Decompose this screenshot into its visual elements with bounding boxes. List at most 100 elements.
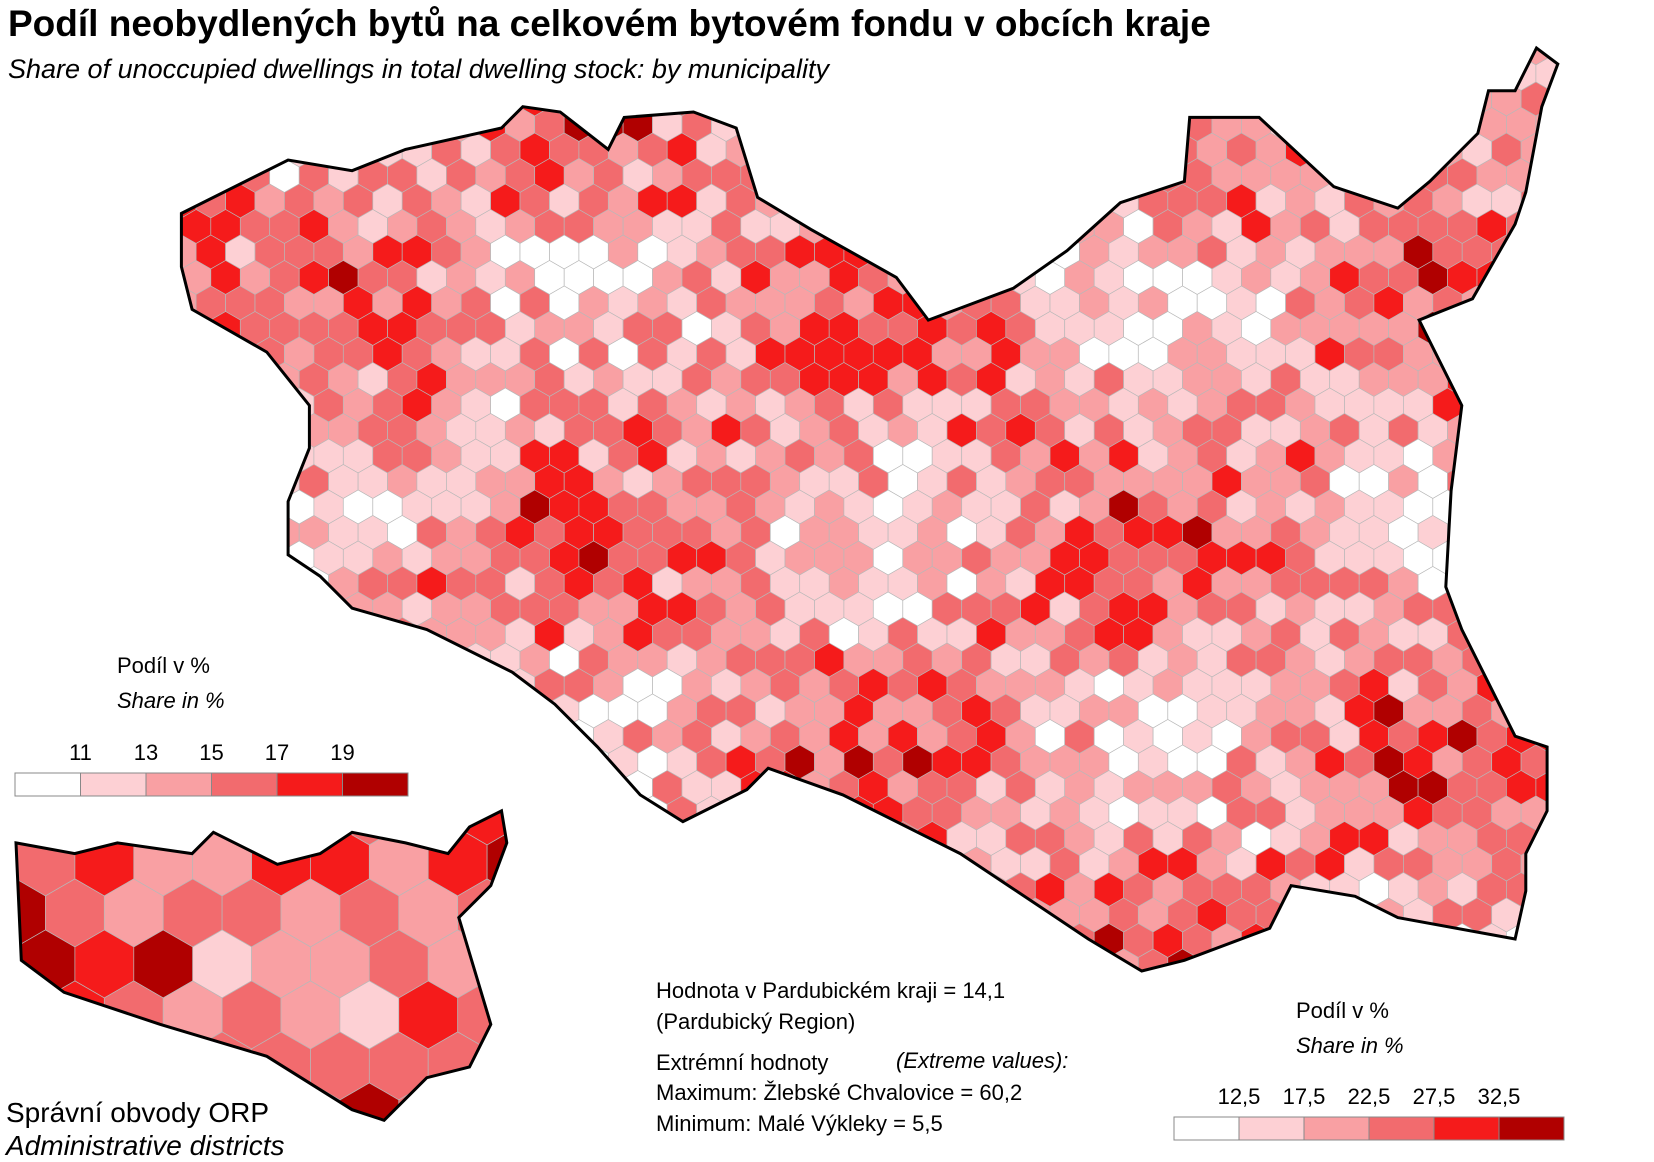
area-cell — [431, 642, 462, 678]
area-cell — [372, 693, 403, 729]
area-cell — [517, 879, 576, 947]
area-cell — [549, 846, 580, 882]
area-cell — [563, 770, 594, 805]
area-cell — [1079, 81, 1110, 117]
area-cell — [755, 897, 786, 933]
area-cell — [181, 107, 212, 142]
area-cell — [1461, 336, 1493, 372]
area-cell — [181, 515, 212, 550]
area-cell — [1344, 948, 1375, 971]
area-cell — [931, 183, 963, 219]
area-cell — [607, 897, 639, 933]
area-cell — [195, 489, 226, 525]
area-cell — [195, 81, 226, 117]
area-cell — [1152, 107, 1183, 142]
note: (Pardubický Region) — [656, 1009, 855, 1034]
area-cell — [1491, 591, 1522, 627]
area-cell — [1285, 48, 1316, 66]
area-cell — [1447, 515, 1478, 550]
area-cell — [725, 846, 756, 882]
area-cell — [1461, 387, 1493, 423]
area-cell — [990, 234, 1021, 270]
area-cell — [696, 897, 727, 933]
area-cell — [1403, 948, 1434, 971]
area-cell — [195, 336, 226, 372]
area-cell — [1506, 413, 1537, 448]
area-cell — [1476, 617, 1507, 652]
area-cell — [578, 846, 609, 882]
area-cell — [195, 438, 226, 474]
area-cell — [475, 770, 506, 805]
area-cell — [1461, 540, 1493, 576]
area-cell — [872, 234, 904, 270]
area-cell — [1520, 948, 1551, 971]
area-cell — [1550, 795, 1558, 831]
area-cell — [976, 923, 1007, 958]
area-cell — [298, 107, 329, 142]
legend-tick-label: 13 — [134, 740, 158, 765]
area-cell — [711, 872, 742, 907]
area-cell — [225, 387, 256, 423]
area-cell — [1079, 183, 1110, 219]
legend-title: Podíl v % — [117, 653, 210, 678]
area-cell — [519, 693, 550, 729]
area-cell — [1167, 81, 1198, 117]
area-cell — [225, 489, 256, 525]
area-cell — [902, 846, 933, 882]
area-cell — [652, 821, 683, 856]
area-cell — [1344, 132, 1375, 168]
area-cell — [1299, 56, 1331, 91]
area-cell — [946, 923, 977, 958]
area-cell — [1447, 56, 1478, 91]
area-cell — [814, 795, 845, 831]
area-cell — [1550, 846, 1558, 882]
area-cell — [1314, 948, 1345, 971]
area-cell — [486, 1031, 507, 1101]
area-cell — [828, 872, 859, 907]
area-cell — [1491, 642, 1522, 678]
area-cell — [460, 744, 491, 780]
area-cell — [769, 872, 801, 907]
area-cell — [814, 132, 845, 168]
area-cell — [1520, 336, 1551, 372]
area-cell — [195, 591, 226, 627]
area-cell — [210, 617, 241, 652]
area-cell — [210, 362, 241, 397]
area-cell — [181, 132, 197, 168]
area-cell — [269, 668, 300, 703]
area-cell — [637, 81, 668, 117]
area-cell — [1461, 948, 1493, 971]
area-cell — [872, 897, 904, 933]
area-cell — [210, 413, 241, 448]
area-cell — [181, 387, 197, 423]
area-cell — [872, 81, 904, 117]
area-cell — [622, 872, 653, 907]
area-cell — [1565, 567, 1594, 601]
area-cell — [1565, 414, 1594, 448]
area-cell — [1005, 158, 1036, 193]
area-cell — [1491, 438, 1522, 474]
area-cell — [195, 132, 226, 168]
area-cell — [578, 897, 609, 933]
area-cell — [225, 540, 256, 576]
area-cell — [517, 777, 576, 845]
area-cell — [342, 642, 374, 678]
area-cell — [563, 872, 594, 907]
area-cell — [74, 1031, 135, 1101]
area-cell — [460, 81, 491, 117]
area-cell — [681, 821, 712, 856]
area-cell — [269, 617, 300, 652]
legend-swatch — [145, 772, 212, 797]
area-cell — [387, 107, 418, 142]
area-cell — [814, 81, 845, 117]
area-cell — [416, 668, 447, 703]
title: Podíl neobydlených bytů na celkovém byto… — [8, 3, 1211, 44]
area-cell — [607, 795, 639, 831]
area-cell — [1565, 312, 1594, 346]
area-cell — [1432, 948, 1463, 971]
area-cell — [1506, 617, 1537, 652]
area-cell — [1447, 311, 1478, 346]
area-cell — [357, 617, 388, 652]
area-cell — [990, 81, 1021, 117]
